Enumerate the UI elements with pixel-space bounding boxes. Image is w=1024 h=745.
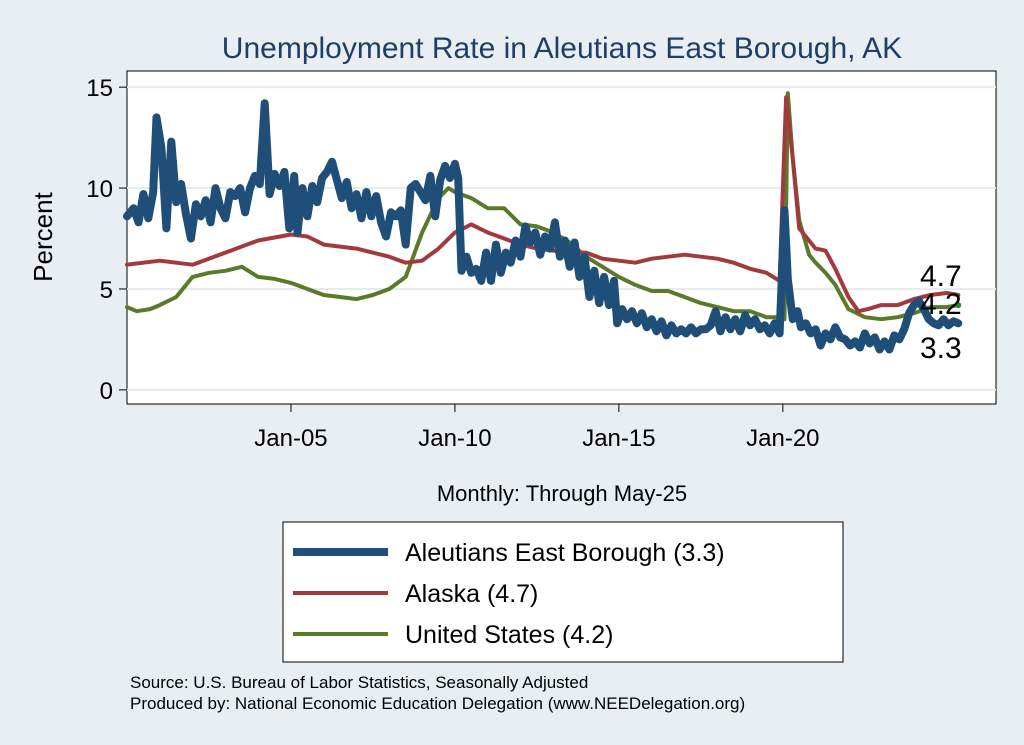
legend-label-0: Aleutians East Borough (3.3): [405, 539, 725, 567]
legend-label-2: United States (4.2): [405, 621, 613, 649]
x-axis: Jan-05 Jan-10 Jan-15 Jan-20: [254, 404, 820, 452]
series-line-2: [125, 91, 961, 322]
end-label-2: 4.2: [920, 288, 962, 321]
x-tick-label-1: Jan-10: [418, 425, 491, 452]
chart-title: Unemployment Rate in Aleutians East Boro…: [222, 32, 902, 65]
series-lines: [123, 91, 963, 354]
y-tick-label-15: 15: [86, 75, 113, 102]
legend: Aleutians East Borough (3.3) Alaska (4.7)…: [282, 521, 844, 663]
series-line-1: [125, 95, 961, 314]
y-tick-label-0: 0: [100, 378, 113, 405]
end-label-1: 4.7: [920, 260, 962, 293]
legend-label-1: Alaska (4.7): [405, 580, 538, 608]
y-axis: 0 5 10 15: [86, 75, 127, 405]
x-axis-label: Monthly: Through May-25: [437, 481, 687, 506]
series-line-0: [123, 99, 963, 354]
x-tick-label-0: Jan-05: [254, 425, 327, 452]
end-label-0: 3.3: [920, 332, 962, 365]
producer-note: Produced by: National Economic Education…: [130, 694, 745, 713]
y-tick-label-10: 10: [86, 176, 113, 203]
source-note: Source: U.S. Bureau of Labor Statistics,…: [130, 673, 588, 692]
x-tick-label-3: Jan-20: [746, 425, 819, 452]
us-end-marker: [955, 302, 962, 309]
y-tick-label-5: 5: [100, 277, 113, 304]
end-labels: 3.3 4.74.2: [920, 260, 962, 365]
x-tick-label-2: Jan-15: [582, 425, 655, 452]
y-axis-label: Percent: [28, 191, 58, 281]
